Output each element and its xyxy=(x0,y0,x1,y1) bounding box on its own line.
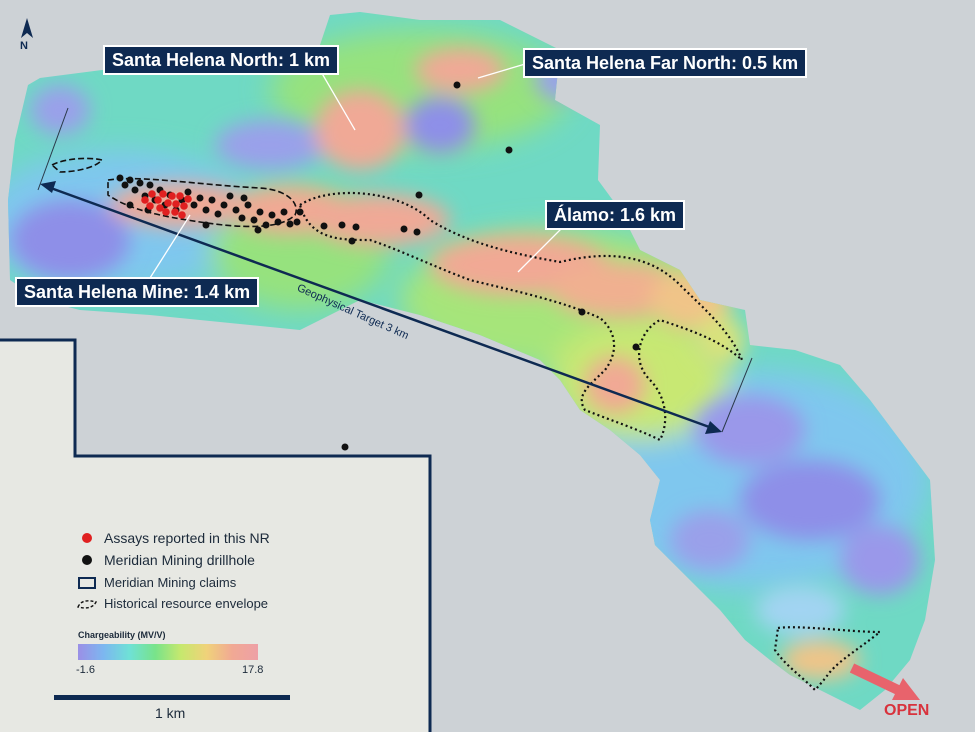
north-arrow-icon xyxy=(21,18,33,38)
claims-boundary xyxy=(0,338,432,732)
dashed-outline-icon xyxy=(77,599,98,609)
assay-drillholes xyxy=(141,190,192,219)
open-label: OPEN xyxy=(884,702,930,719)
target-tick-east xyxy=(721,357,753,433)
colorbar-min: -1.6 xyxy=(76,664,95,676)
legend-label: Meridian Mining drillhole xyxy=(104,552,255,568)
legend-item-drillhole: Meridian Mining drillhole xyxy=(76,552,255,568)
resource-envelope-west xyxy=(50,157,104,173)
scale-bar xyxy=(54,695,290,700)
scale-label: 1 km xyxy=(155,705,186,721)
red-dot-icon xyxy=(82,533,92,543)
claims-area-fill xyxy=(0,340,430,732)
chargeability-colorbar xyxy=(78,644,258,660)
geophysical-target-arrow xyxy=(40,181,722,434)
legend-item-envelope: Historical resource envelope xyxy=(76,596,268,611)
colorbar-title: Chargeability (MV/V) xyxy=(78,630,166,640)
legend: Assays reported in this NR Meridian Mini… xyxy=(68,520,308,690)
claim-box-icon xyxy=(78,576,96,589)
callout-santa-helena-far-north: Santa Helena Far North: 0.5 km xyxy=(523,48,808,78)
colorbar-max: 17.8 xyxy=(242,664,264,676)
resource-envelope-santa-helena xyxy=(107,177,297,228)
legend-item-claims: Meridian Mining claims xyxy=(76,575,236,590)
black-dot-icon xyxy=(82,555,92,565)
callout-alamo: Álamo: 1.6 km xyxy=(545,200,686,230)
legend-label: Meridian Mining claims xyxy=(104,575,237,590)
callout-santa-helena-north: Santa Helena North: 1 km xyxy=(103,45,340,75)
legend-label: Assays reported in this NR xyxy=(104,530,270,546)
north-label: N xyxy=(20,40,28,52)
legend-label: Historical resource envelope xyxy=(104,596,269,611)
open-arrow xyxy=(849,663,920,700)
legend-item-assays: Assays reported in this NR xyxy=(76,530,270,546)
callout-santa-helena-mine: Santa Helena Mine: 1.4 km xyxy=(15,277,260,307)
target-tick-west xyxy=(37,107,69,191)
